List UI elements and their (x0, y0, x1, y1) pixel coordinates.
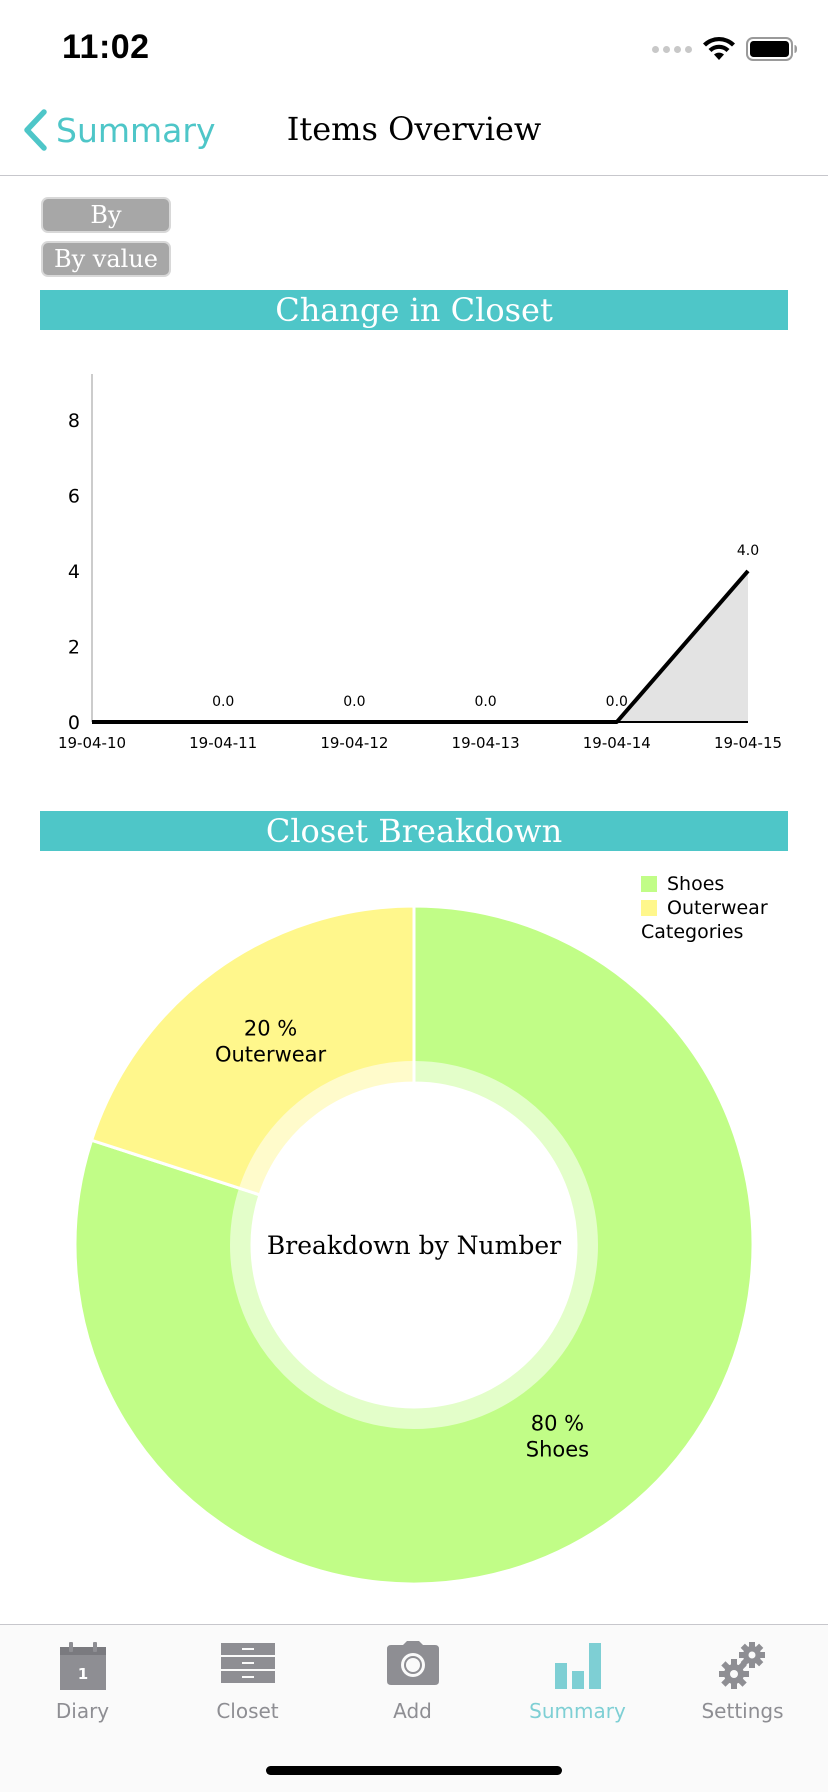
change-line-chart: 0 2 4 6 8 19-04-10 19-04-11 19-04-12 19-04-13 19-… (58, 374, 782, 752)
y-tick-label: 0 (68, 712, 80, 734)
camera-icon (386, 1641, 439, 1685)
breakdown-donut-chart: 80 %Shoes 20 %Outerwear Breakdown by Numbe… (73, 904, 755, 1586)
tab-closet-label: Closet (216, 1699, 279, 1723)
tab-summary[interactable]: Summary (495, 1625, 660, 1735)
y-tick-label: 6 (68, 485, 80, 507)
legend-label-outerwear: Outerwear (667, 897, 768, 919)
change-in-closet-header: Change in Closet (40, 290, 788, 330)
legend-swatch-shoes (641, 876, 657, 892)
chart-legend: Shoes Outerwear Categories (641, 872, 768, 944)
chevron-left-icon (24, 109, 47, 151)
wifi-icon (703, 37, 735, 60)
bar-chart-icon (554, 1643, 601, 1689)
by-value-button[interactable]: By value (41, 241, 171, 277)
tab-add-label: Add (393, 1699, 432, 1723)
battery-icon (746, 37, 797, 61)
data-label: 4.0 (737, 543, 759, 559)
slice-name-label-shoes: Shoes (526, 1437, 589, 1461)
donut-center-label: Breakdown by Number (267, 1231, 561, 1260)
tab-bar: 1 Diary Closet Add Summary (0, 1624, 828, 1792)
tab-settings[interactable]: Settings (660, 1625, 825, 1735)
back-button-label: Summary (56, 110, 216, 150)
slice-pct-label-outerwear: 20 % (244, 1017, 297, 1041)
x-tick-label: 19-04-13 (452, 734, 520, 752)
data-label: 0.0 (212, 694, 234, 710)
donut-hole (252, 1083, 576, 1407)
calendar-icon: 1 (59, 1642, 106, 1690)
legend-item-shoes: Shoes (641, 872, 768, 896)
tab-summary-label: Summary (529, 1699, 626, 1723)
status-icons (652, 36, 798, 62)
legend-swatch-outerwear (641, 900, 657, 916)
tab-settings-label: Settings (701, 1699, 784, 1723)
calendar-day-text: 1 (77, 1665, 87, 1683)
slice-name-label-outerwear: Outerwear (215, 1043, 327, 1067)
legend-label-shoes: Shoes (667, 873, 725, 895)
x-tick-label: 19-04-11 (189, 734, 257, 752)
y-tick-label: 4 (68, 561, 80, 583)
navigation-bar: Summary Items Overview (0, 90, 828, 176)
x-tick-label: 19-04-14 (583, 734, 651, 752)
status-time: 11:02 (62, 28, 150, 66)
slice-pct-label-shoes: 80 % (531, 1411, 584, 1435)
legend-item-outerwear: Outerwear (641, 896, 768, 920)
data-label: 0.0 (474, 694, 496, 710)
closet-breakdown-header: Closet Breakdown (40, 811, 788, 851)
dresser-icon (220, 1643, 275, 1683)
tab-closet[interactable]: Closet (165, 1625, 330, 1735)
page-title: Items Overview (286, 110, 542, 148)
series-line (92, 569, 750, 724)
donut-inner-ring (230, 1061, 598, 1429)
gears-icon (718, 1642, 765, 1689)
legend-caption: Categories (641, 921, 744, 943)
back-button[interactable]: Summary (22, 108, 215, 152)
data-label: 0.0 (343, 694, 365, 710)
y-tick-label: 2 (68, 636, 80, 658)
cellular-signal-icon (652, 45, 692, 53)
x-tick-label: 19-04-15 (714, 734, 782, 752)
tab-add[interactable]: Add (330, 1625, 495, 1735)
data-label: 0.0 (606, 694, 628, 710)
tab-diary[interactable]: 1 Diary (0, 1625, 165, 1735)
tab-diary-label: Diary (55, 1699, 110, 1723)
x-tick-label: 19-04-10 (58, 734, 126, 752)
home-indicator (266, 1766, 562, 1775)
status-bar: 11:02 (0, 0, 828, 90)
line-area-fill (223, 570, 748, 722)
x-tick-label: 19-04-12 (320, 734, 388, 752)
y-tick-label: 8 (68, 410, 80, 432)
by-number-button[interactable]: By number (41, 197, 171, 261)
